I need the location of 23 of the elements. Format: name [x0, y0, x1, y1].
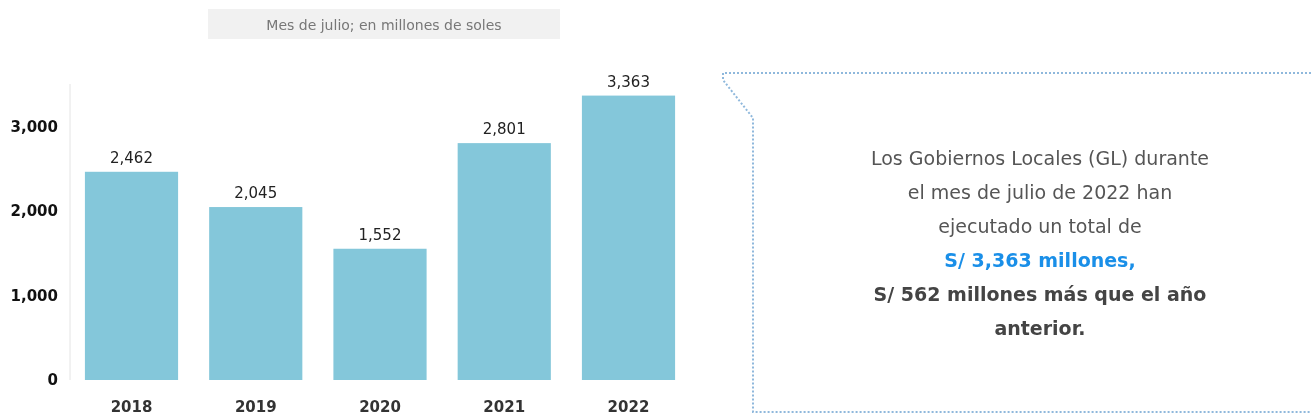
y-tick-label: 2,000 — [10, 202, 58, 221]
bar — [84, 171, 179, 380]
text: S/ 562 millones más que el año anterior. — [873, 283, 1207, 339]
text: Los Gobiernos Locales (GL) durante el mes de julio de 2022 han ejecutado un total de — [870, 147, 1210, 237]
y-tick-label: 1,000 — [10, 286, 58, 305]
x-tick-label: 2018 — [110, 398, 153, 416]
x-tick-label: 2020 — [359, 398, 401, 416]
data-label: 3,363 — [607, 72, 650, 91]
data-label: 2,045 — [234, 184, 278, 203]
bar — [209, 207, 303, 380]
bar — [581, 95, 676, 380]
data-label: 2,462 — [110, 148, 153, 167]
data-label: 2,801 — [482, 120, 526, 139]
y-tick-label: 3,000 — [10, 117, 58, 136]
x-tick-label: 2021 — [483, 398, 526, 416]
text: S/ 3,363 millones, — [944, 249, 1136, 271]
x-tick-label: 2022 — [607, 398, 650, 416]
bar — [457, 143, 551, 380]
bar — [333, 248, 427, 380]
chart-subtitle: Mes de julio; en millones de soles — [266, 17, 502, 33]
data-label: 1,552 — [358, 225, 402, 244]
x-tick-label: 2019 — [234, 398, 277, 416]
y-tick-label: 0 — [47, 371, 58, 390]
